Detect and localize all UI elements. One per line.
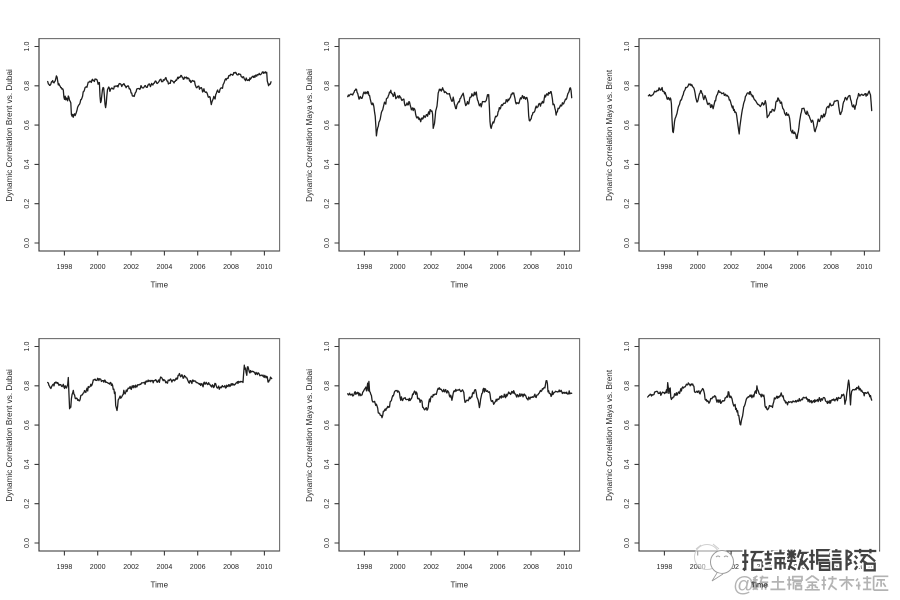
svg-text:0.6: 0.6 <box>623 420 631 430</box>
svg-text:Dynamic Correlation Maya vs. B: Dynamic Correlation Maya vs. Brent <box>605 69 614 201</box>
svg-text:Dynamic Correlation Brent vs.: Dynamic Correlation Brent vs. Dubai <box>5 369 14 502</box>
svg-text:0.2: 0.2 <box>623 499 631 509</box>
svg-text:2000: 2000 <box>90 263 106 271</box>
svg-text:2006: 2006 <box>190 263 206 271</box>
svg-text:2008: 2008 <box>223 263 239 271</box>
svg-text:Dynamic Correlation Maya vs. B: Dynamic Correlation Maya vs. Brent <box>605 369 614 501</box>
svg-text:Dynamic Correlation Maya vs. D: Dynamic Correlation Maya vs. Dubai <box>305 69 314 202</box>
svg-text:2000: 2000 <box>390 563 406 571</box>
svg-text:2010: 2010 <box>257 563 273 571</box>
svg-text:Time: Time <box>451 581 469 590</box>
svg-text:0.6: 0.6 <box>23 420 31 430</box>
svg-text:Time: Time <box>751 281 769 290</box>
svg-text:0.2: 0.2 <box>323 199 331 209</box>
svg-text:0.4: 0.4 <box>323 459 331 469</box>
svg-text:0.2: 0.2 <box>623 199 631 209</box>
svg-text:2010: 2010 <box>557 263 573 271</box>
svg-text:2008: 2008 <box>823 263 839 271</box>
svg-text:2010: 2010 <box>257 263 273 271</box>
svg-text:0.0: 0.0 <box>323 538 331 548</box>
svg-text:2000: 2000 <box>390 263 406 271</box>
svg-text:2006: 2006 <box>790 263 806 271</box>
svg-text:0.6: 0.6 <box>23 120 31 130</box>
svg-text:1998: 1998 <box>357 563 373 571</box>
svg-text:1998: 1998 <box>57 263 73 271</box>
svg-text:1.0: 1.0 <box>323 42 331 52</box>
svg-text:2002: 2002 <box>423 263 439 271</box>
svg-text:0.8: 0.8 <box>623 81 631 91</box>
svg-text:0.8: 0.8 <box>323 81 331 91</box>
svg-text:1998: 1998 <box>357 263 373 271</box>
svg-text:2006: 2006 <box>490 263 506 271</box>
svg-text:0.8: 0.8 <box>623 381 631 391</box>
svg-text:@: @ <box>733 574 754 597</box>
svg-text:1998: 1998 <box>57 563 73 571</box>
svg-text:2004: 2004 <box>157 263 173 271</box>
svg-text:0.0: 0.0 <box>23 538 31 548</box>
svg-text:0.6: 0.6 <box>323 420 331 430</box>
svg-text:0.8: 0.8 <box>23 81 31 91</box>
svg-text:2008: 2008 <box>523 563 539 571</box>
svg-text:0.2: 0.2 <box>23 199 31 209</box>
svg-text:1.0: 1.0 <box>623 42 631 52</box>
svg-text:1.0: 1.0 <box>323 342 331 352</box>
svg-text:0.2: 0.2 <box>323 499 331 509</box>
svg-text:0.4: 0.4 <box>623 159 631 169</box>
svg-text:2000: 2000 <box>690 563 706 571</box>
svg-text:0.8: 0.8 <box>23 381 31 391</box>
svg-text:2002: 2002 <box>123 263 139 271</box>
svg-text:2010: 2010 <box>857 263 873 271</box>
svg-text:0.0: 0.0 <box>23 238 31 248</box>
svg-text:2008: 2008 <box>523 263 539 271</box>
svg-text:0.4: 0.4 <box>23 159 31 169</box>
svg-text:2004: 2004 <box>757 263 773 271</box>
svg-text:2004: 2004 <box>457 263 473 271</box>
svg-text:Time: Time <box>451 281 469 290</box>
svg-text:0.6: 0.6 <box>323 120 331 130</box>
svg-text:2010: 2010 <box>557 563 573 571</box>
svg-text:2002: 2002 <box>723 263 739 271</box>
svg-text:2002: 2002 <box>123 563 139 571</box>
svg-text:2006: 2006 <box>190 563 206 571</box>
svg-text:Dynamic Correlation Maya vs. D: Dynamic Correlation Maya vs. Dubai <box>305 369 314 502</box>
svg-text:1.0: 1.0 <box>23 342 31 352</box>
svg-text:0.4: 0.4 <box>623 459 631 469</box>
svg-text:2004: 2004 <box>157 563 173 571</box>
svg-text:0.6: 0.6 <box>623 120 631 130</box>
svg-text:Time: Time <box>151 281 169 290</box>
svg-text:1.0: 1.0 <box>23 42 31 52</box>
svg-text:0.0: 0.0 <box>623 538 631 548</box>
svg-text:1.0: 1.0 <box>623 342 631 352</box>
svg-text:Time: Time <box>751 581 767 590</box>
svg-text:2000: 2000 <box>690 263 706 271</box>
svg-text:0.4: 0.4 <box>23 459 31 469</box>
svg-text:0.0: 0.0 <box>323 238 331 248</box>
svg-text:Time: Time <box>151 581 169 590</box>
svg-text:0.8: 0.8 <box>323 381 331 391</box>
svg-text:Time: Time <box>751 581 769 590</box>
svg-text:2006: 2006 <box>490 563 506 571</box>
svg-text:1998: 1998 <box>657 563 673 571</box>
svg-text:2002: 2002 <box>423 563 439 571</box>
svg-text:1998: 1998 <box>657 263 673 271</box>
svg-text:2008: 2008 <box>223 563 239 571</box>
svg-text:0.2: 0.2 <box>23 499 31 509</box>
svg-text:Dynamic Correlation Brent vs.: Dynamic Correlation Brent vs. Dubai <box>5 69 14 202</box>
svg-text:0.4: 0.4 <box>323 159 331 169</box>
svg-text:0.0: 0.0 <box>623 238 631 248</box>
svg-text:2000: 2000 <box>90 563 106 571</box>
svg-text:2004: 2004 <box>457 563 473 571</box>
